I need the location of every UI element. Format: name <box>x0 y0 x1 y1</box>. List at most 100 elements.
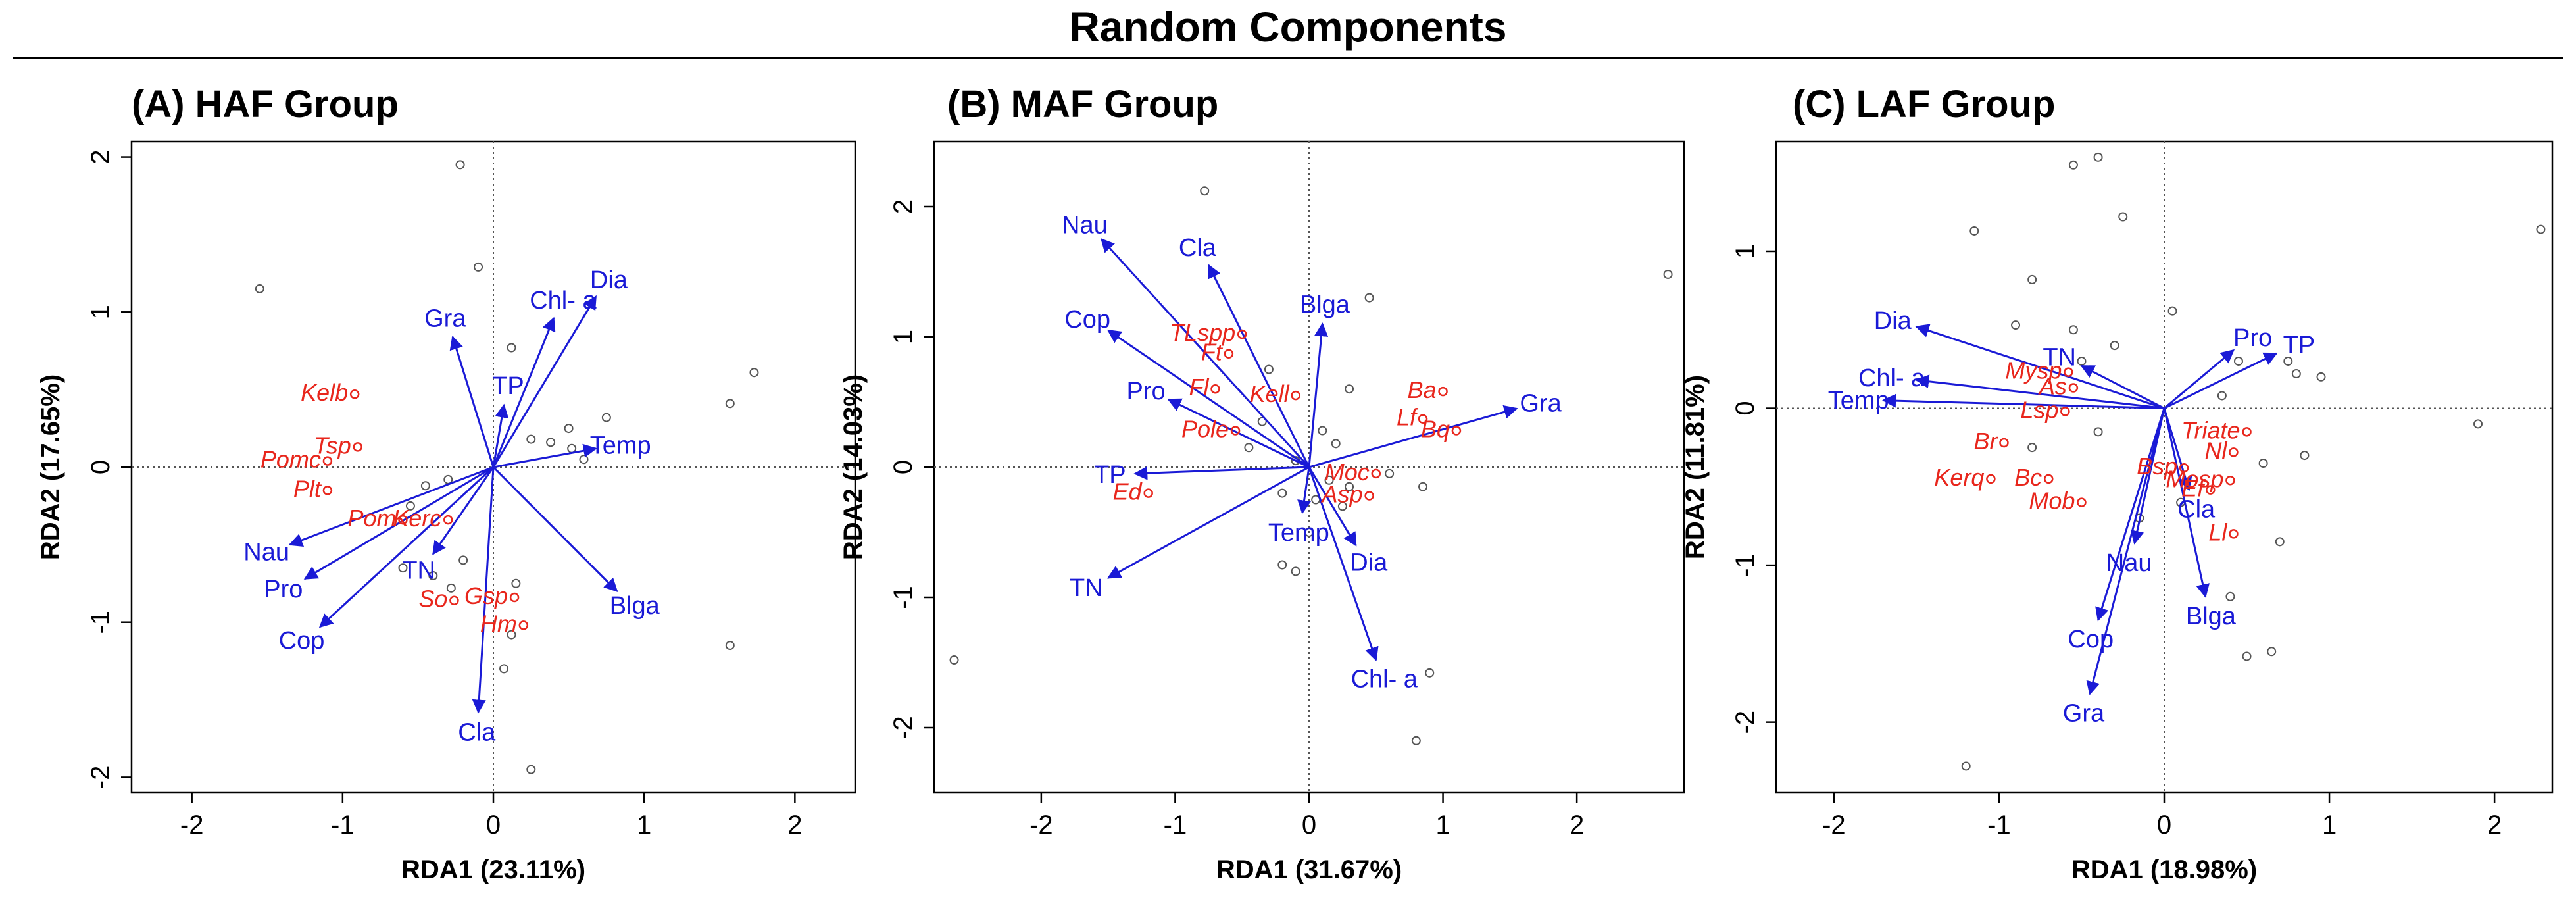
site-point <box>1318 426 1327 436</box>
env-label: TP <box>492 372 524 400</box>
env-arrow-dia <box>492 295 597 468</box>
site-point <box>2225 591 2235 601</box>
panel-2: (B) MAF Group -2 -1 0 1 2 -2 -1 0 1 2 RDA1 (31.67%)… <box>839 83 1685 884</box>
species-point <box>449 595 459 605</box>
site-point <box>1304 528 1314 537</box>
site-point <box>526 765 536 774</box>
panel-title: (A) HAF Group <box>132 83 399 126</box>
x-tick-label: 0 <box>1302 811 1316 840</box>
site-point <box>1324 475 1334 485</box>
site-point <box>446 583 456 593</box>
species-label: Plt <box>293 475 322 502</box>
x-tick-label: -1 <box>1164 811 1187 840</box>
y-tick-label: 0 <box>86 460 115 474</box>
species-point <box>1364 491 1374 501</box>
species-point <box>1986 474 1996 484</box>
species-point <box>1999 438 2009 448</box>
site-point <box>1200 186 1210 196</box>
species-label: Pole <box>1181 416 1229 443</box>
site-point <box>601 413 611 422</box>
species-label: Ll <box>2208 518 2227 545</box>
species-point <box>322 486 333 495</box>
env-arrow-cla <box>472 466 495 714</box>
env-label: TP <box>1094 461 1126 489</box>
species-label: Lf <box>1397 404 1419 431</box>
env-label: Pro <box>1126 378 1165 405</box>
site-point <box>1961 761 1971 771</box>
species-point <box>443 515 453 525</box>
panel-1: (A) HAF Group -2 -1 0 1 2 -2 -1 0 1 2 RDA1 (23.11%)… <box>36 83 856 884</box>
env-arrow-tp <box>2164 352 2278 409</box>
species-point <box>322 456 333 466</box>
env-label: Pro <box>2233 324 2272 352</box>
env-arrow-cla <box>1207 264 1310 468</box>
y-tick-label: -1 <box>1731 553 1760 577</box>
env-arrow-cop <box>2095 408 2166 622</box>
species-label: Nl <box>2204 437 2227 464</box>
species-point <box>2229 529 2239 539</box>
site-point <box>1264 364 1274 374</box>
env-arrow-chla <box>492 316 556 468</box>
species-label: Bsp <box>2137 453 2177 480</box>
y-tick-label: 0 <box>889 460 918 474</box>
env-label: Chl- a <box>1351 665 1418 693</box>
x-tick-label: 2 <box>1570 811 1584 840</box>
env-label: Nau <box>243 539 289 566</box>
species-label: Pomc <box>260 446 321 473</box>
species-label: Mysp <box>2005 357 2062 384</box>
species-point <box>2060 407 2070 416</box>
site-point <box>725 641 735 651</box>
species-label: TLspp <box>1170 319 1235 346</box>
species-label: Moc <box>1325 459 1370 486</box>
x-tick-label: 0 <box>486 811 501 840</box>
species-point <box>2179 463 2189 473</box>
site-point <box>507 630 516 640</box>
x-tick-label: 2 <box>2487 811 2502 840</box>
site-point <box>2242 651 2252 661</box>
site-point <box>2093 427 2103 437</box>
species-point <box>1418 414 1428 424</box>
site-point <box>2093 152 2103 162</box>
site-point <box>1663 269 1673 279</box>
species-label: Lsp <box>2020 396 2058 423</box>
env-label: Nau <box>1062 211 1108 239</box>
env-arrow-nau <box>288 466 494 547</box>
site-point <box>1277 560 1287 570</box>
y-axis-label: RDA2 (17.65%) <box>36 374 65 560</box>
species-label: Gsp <box>464 582 508 609</box>
env-arrow-tp <box>492 403 509 468</box>
x-tick-label: -2 <box>1822 811 1846 840</box>
panel-3: (C) LAF Group -2 -1 0 1 2 -2 -1 0 1 RDA1 (18.98%) R… <box>1681 83 2554 884</box>
env-arrow-gra <box>449 335 495 468</box>
site-point <box>420 481 430 491</box>
species-label: Ft <box>1201 339 1224 366</box>
env-label: Blga <box>610 592 660 620</box>
env-arrow-temp <box>1297 466 1311 515</box>
y-axis-label: RDA2 (14.03%) <box>839 374 868 560</box>
site-point <box>1969 226 1979 236</box>
species-point <box>2229 447 2239 457</box>
env-arrow-cla <box>2163 408 2192 491</box>
site-point <box>1418 482 1428 491</box>
site-point <box>749 368 759 378</box>
env-arrow-blga <box>2163 408 2210 598</box>
env-arrow-nau <box>1101 238 1310 468</box>
species-label: Pom <box>347 505 396 532</box>
env-arrow-chla <box>1308 466 1379 662</box>
species-label: Mob <box>2029 488 2075 515</box>
env-label: TN <box>402 557 435 585</box>
y-tick-label: -1 <box>889 586 918 609</box>
env-label: Chl- a <box>530 287 597 314</box>
x-tick-label: 2 <box>787 811 802 840</box>
env-label: Gra <box>1520 390 1562 418</box>
env-arrow-pro <box>2164 349 2235 409</box>
env-label: Blga <box>2186 603 2237 630</box>
site-point <box>2068 160 2078 170</box>
species-point <box>1143 488 1153 498</box>
species-label: Kell <box>1250 380 1290 407</box>
species-point <box>1438 386 1448 397</box>
x-tick-label: 1 <box>2322 811 2337 840</box>
y-tick-label: 0 <box>1731 401 1760 415</box>
figure-title: Random Components <box>1069 3 1507 51</box>
env-arrow-pro <box>303 466 494 580</box>
